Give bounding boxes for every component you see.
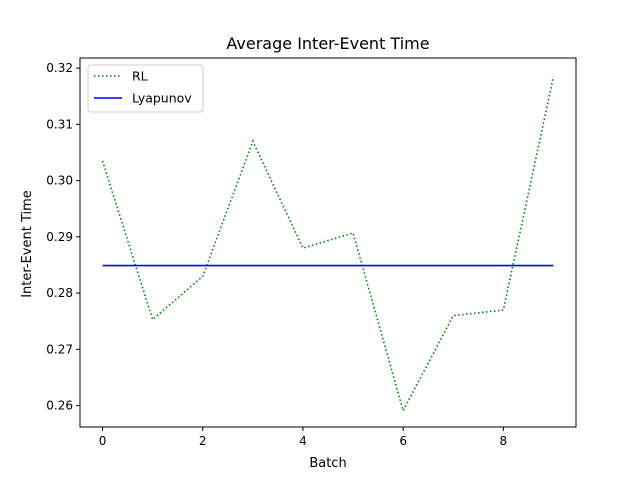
y-axis-label: Inter-Event Time: [20, 190, 35, 298]
legend: RL Lyapunov: [87, 64, 204, 113]
legend-label-rl: RL: [132, 69, 148, 84]
chart-title: Average Inter-Event Time: [226, 34, 429, 53]
x-tick-label: 8: [500, 434, 508, 448]
y-tick-label: 0.27: [46, 342, 73, 356]
x-tick-label: 4: [299, 434, 307, 448]
y-tick-label: 0.29: [46, 230, 73, 244]
y-tick-label: 0.30: [46, 174, 73, 188]
x-tick-label: 6: [399, 434, 407, 448]
x-tick-label: 0: [99, 434, 107, 448]
y-tick-label: 0.31: [46, 117, 73, 131]
series-line-rl: [101, 76, 555, 413]
y-tick-label: 0.32: [46, 61, 73, 75]
y-tick-label: 0.26: [46, 399, 73, 413]
legend-label-lyapunov: Lyapunov: [132, 91, 192, 106]
x-tick-label: 2: [199, 434, 207, 448]
y-tick-label: 0.28: [46, 286, 73, 300]
axes-frame: [79, 57, 577, 428]
plot-area: [101, 76, 555, 413]
legend-box: [87, 64, 204, 113]
x-axis-label: Batch: [309, 456, 346, 471]
